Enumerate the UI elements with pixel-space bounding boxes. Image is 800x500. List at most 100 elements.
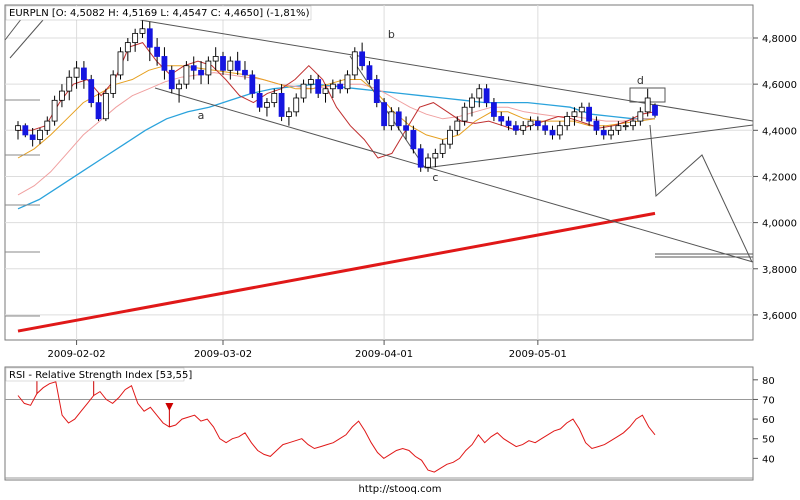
candle-body xyxy=(615,125,622,131)
candle-body xyxy=(469,97,475,108)
rsi-y-tick-label: 40 xyxy=(762,454,775,465)
candle-body xyxy=(600,129,607,136)
candle-body xyxy=(205,60,212,76)
candle-body xyxy=(117,51,124,76)
candle-body xyxy=(432,152,439,159)
candle-body xyxy=(344,74,351,90)
y-tick-label: 4,6000 xyxy=(762,80,797,91)
candle-body xyxy=(322,88,329,94)
candle-body xyxy=(227,60,234,71)
candle-body xyxy=(66,76,73,92)
y-axis-main: 3,6000 3,8000 4,0000 4,2000 4,4000 4,6000 4,80… xyxy=(753,34,797,322)
candle-body xyxy=(59,90,65,101)
candle-body xyxy=(366,65,373,80)
candle-body xyxy=(549,129,556,136)
candle-body xyxy=(476,88,483,99)
candle-body xyxy=(417,148,424,168)
candle-body xyxy=(124,42,131,53)
candle-body xyxy=(29,134,36,140)
ema-slow-path xyxy=(17,72,655,196)
candle-body xyxy=(293,97,300,113)
rsi-legend: RSI - Relative Strength Index [53,55] xyxy=(9,370,192,381)
candle-body xyxy=(88,79,95,104)
candle-body xyxy=(190,65,197,71)
candle-body xyxy=(395,111,402,127)
sma-long-path xyxy=(17,211,656,333)
candle-body xyxy=(373,79,380,104)
rsi-path xyxy=(17,381,656,473)
candle-body xyxy=(520,125,527,131)
candle-body xyxy=(264,102,270,108)
candle-body xyxy=(630,120,636,127)
candle-body xyxy=(564,116,571,127)
wave-label: b xyxy=(388,28,395,41)
candle-body xyxy=(212,56,219,62)
x-tick-label: 2009-02-02 xyxy=(48,349,106,360)
candle-body xyxy=(73,67,80,78)
candle-body xyxy=(644,97,651,113)
trendline xyxy=(139,19,754,122)
candle-body xyxy=(176,83,182,90)
y-tick-label: 4,4000 xyxy=(762,126,797,137)
candle-body xyxy=(22,125,29,136)
candle-body xyxy=(315,79,322,94)
candle-body xyxy=(425,157,431,168)
sma-mid-line xyxy=(17,83,655,210)
candle-body xyxy=(44,120,51,131)
candle-body xyxy=(95,102,102,120)
candle-body xyxy=(198,69,204,76)
candle-body xyxy=(527,120,534,127)
wave-label: c xyxy=(432,171,438,184)
candle-body xyxy=(534,120,541,127)
candle-body xyxy=(483,88,490,104)
candle-body xyxy=(622,125,629,128)
candle-body xyxy=(593,120,600,131)
candle-body xyxy=(542,125,549,131)
trendline xyxy=(4,17,23,41)
candle-body xyxy=(102,92,109,120)
wave-labels: a b c d xyxy=(198,28,644,184)
ema-lines xyxy=(17,42,656,196)
ema-mid-path xyxy=(17,65,656,159)
y-axis-rsi: 40 50 60 70 80 xyxy=(753,376,775,465)
rsi-y-tick-label: 60 xyxy=(762,415,775,426)
candle-body xyxy=(498,116,505,122)
candle-body xyxy=(637,111,644,122)
candle-body xyxy=(461,106,468,122)
wave-label: a xyxy=(198,109,205,122)
candle-body xyxy=(578,106,585,113)
rsi-y-tick-label: 70 xyxy=(762,395,775,406)
candle-body xyxy=(146,28,153,48)
rsi-legend-box xyxy=(5,367,185,382)
wave-label: d xyxy=(637,74,644,87)
candle-body xyxy=(351,51,358,76)
candle-body xyxy=(307,79,314,85)
candle-body xyxy=(110,74,117,94)
candle-body xyxy=(329,83,336,90)
candle-body xyxy=(586,106,593,122)
footer-url[interactable]: http://stooq.com xyxy=(358,484,442,495)
candle-body xyxy=(51,99,58,122)
candle-body xyxy=(278,92,285,117)
candle-body xyxy=(234,60,241,71)
x-tick-label: 2009-05-01 xyxy=(509,349,567,360)
candle-body xyxy=(571,111,578,117)
main-legend: EURPLN [O: 4,5082 H: 4,5169 L: 4,4547 C:… xyxy=(9,8,310,19)
candle-body xyxy=(154,46,161,57)
candle-body xyxy=(359,51,366,67)
candle-body xyxy=(80,67,87,80)
rsi-marker-triangle xyxy=(165,402,174,411)
trendline xyxy=(9,19,44,59)
candle-body xyxy=(161,56,168,71)
candle-body xyxy=(454,120,461,131)
candles xyxy=(15,19,658,172)
rsi-line xyxy=(17,381,656,473)
x-tick-label: 2009-04-01 xyxy=(355,349,413,360)
candle-body xyxy=(556,125,563,136)
rsi-y-tick-label: 50 xyxy=(762,435,775,446)
y-tick-label: 4,2000 xyxy=(762,172,797,183)
candle-body xyxy=(403,125,409,131)
candle-body xyxy=(168,69,175,90)
rsi-panel: 40 50 60 70 80 RSI - Relative Strength Index… xyxy=(4,366,775,481)
candle-body xyxy=(37,129,43,140)
